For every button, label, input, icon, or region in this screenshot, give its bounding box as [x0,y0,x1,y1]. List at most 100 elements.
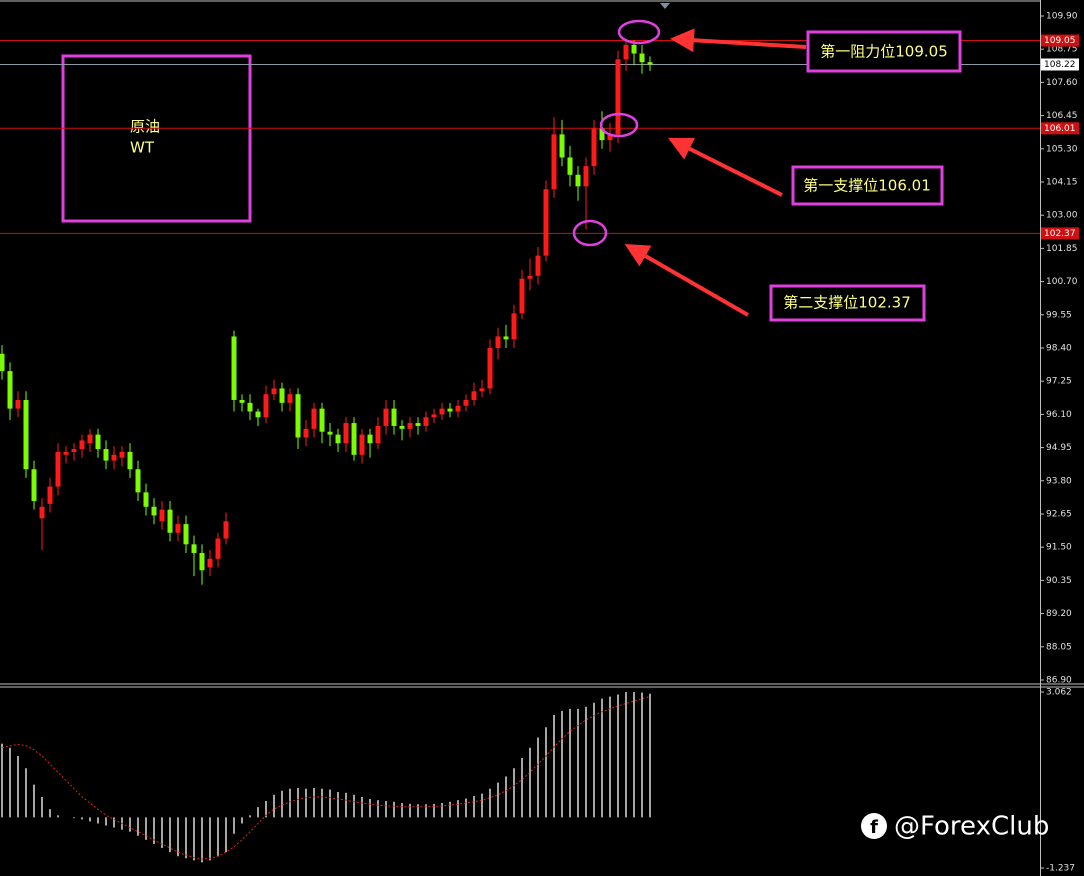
signal-line [1,696,651,860]
level-label-box [1041,227,1079,240]
y-tick-label: 88.05 [1046,642,1072,652]
candle-body [535,255,541,276]
candle-body [567,157,573,175]
candle-body [487,348,493,389]
candle-body [495,336,501,348]
annotation-box [791,165,944,206]
candle-body [327,431,333,435]
candle-body [439,408,445,415]
candle-body [463,399,469,406]
arrow [668,138,783,197]
candle-body [31,469,37,502]
box-label: WT [130,139,155,157]
candle-body [615,59,621,135]
candle-body [167,509,173,533]
watermark: f @ForexClub [861,812,1049,842]
candle-body [263,394,269,418]
candle-body [599,128,605,141]
candle-body [287,394,293,403]
y-tick-label: 104.15 [1046,178,1078,188]
plot-area: 109.90 108.75 107.60 106.45 105.30 104.15 103.… [0,12,1079,874]
candle-body [247,402,253,412]
candle-body [391,408,397,426]
highlight-ellipse [599,112,639,138]
annotation-box [769,284,926,322]
candle-body [223,521,229,539]
y-tick-label: 100.70 [1046,277,1078,287]
candle-body [335,434,341,444]
arrow [624,244,749,317]
candle-body [551,134,557,190]
candle-body [7,371,13,409]
level-label-box [1041,34,1079,47]
candle-body [623,44,629,60]
candle-body [55,451,61,487]
candle-body [399,425,405,429]
candle-body [151,506,157,516]
y-tick-label: 109.90 [1046,12,1078,22]
candle-body [359,434,365,455]
candle-body [231,336,237,400]
candle-body [519,278,525,314]
candle-body [199,552,205,571]
candle-body [87,434,93,444]
candle-body [455,405,461,412]
level-label: 102.37 [1044,229,1076,239]
highlight-ellipse [572,219,608,247]
level-label: 106.01 [1044,124,1076,134]
y-tick-label: -1.237 [1046,864,1075,874]
y-tick-label: 99.55 [1046,310,1072,320]
candle-body [447,408,453,412]
candle-body [311,408,317,429]
candle-body [543,189,549,256]
candle-body [23,399,29,470]
y-tick-label: 101.85 [1046,244,1078,254]
label-box [61,54,252,223]
candle-body [407,423,413,429]
y-tick-label: 3.062 [1046,688,1072,698]
y-tick-label: 107.60 [1046,78,1078,88]
candle-body [71,449,77,452]
candle-body [423,417,429,426]
candle-body [351,423,357,455]
candle-body [79,440,85,450]
y-tick-label: 93.80 [1046,476,1072,486]
candle-body [295,394,301,438]
candle-body [591,128,597,167]
level-label: 108.22 [1044,60,1076,70]
candle-body [135,469,141,493]
annotation: 第一支撑位106.01 [803,177,931,195]
arrow [670,28,807,53]
annotation: 第一阻力位109.05 [820,43,948,61]
candle-body [479,388,485,392]
candle-body [471,391,477,400]
y-tick-label: 106.45 [1046,111,1078,121]
watermark-text: @ForexClub [894,812,1049,842]
candle-body [175,524,181,533]
candle-body [239,399,245,403]
candle-body [583,166,589,187]
y-tick-label: 89.20 [1046,609,1072,619]
y-tick-label: 96.10 [1046,410,1072,420]
candle-body [127,451,133,470]
candle-body [607,134,613,141]
candle-body [647,62,653,65]
candle-body [639,53,645,63]
box-label: 原油 [130,118,160,136]
y-tick-label: 98.40 [1046,344,1072,354]
y-tick-label: 92.65 [1046,510,1072,520]
y-tick-label: 86.90 [1046,676,1072,686]
candle-body [271,388,277,395]
level-label: 109.05 [1044,36,1076,46]
watermark-icon-letter: f [870,817,878,838]
candle-body [143,492,149,507]
candle-body [103,449,109,461]
y-tick-label: 90.35 [1046,576,1072,586]
candle-body [367,434,373,444]
y-tick-label: 94.95 [1046,443,1072,453]
candle-body [47,486,53,504]
candle-body [183,524,189,545]
candle-body [0,353,5,372]
